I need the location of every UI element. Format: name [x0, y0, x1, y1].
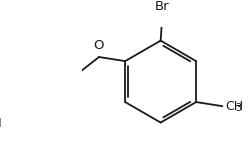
Text: CH: CH — [224, 100, 242, 113]
Text: Br: Br — [154, 0, 169, 13]
Text: N: N — [0, 117, 2, 130]
Text: 3: 3 — [234, 103, 240, 113]
Text: O: O — [92, 39, 103, 52]
